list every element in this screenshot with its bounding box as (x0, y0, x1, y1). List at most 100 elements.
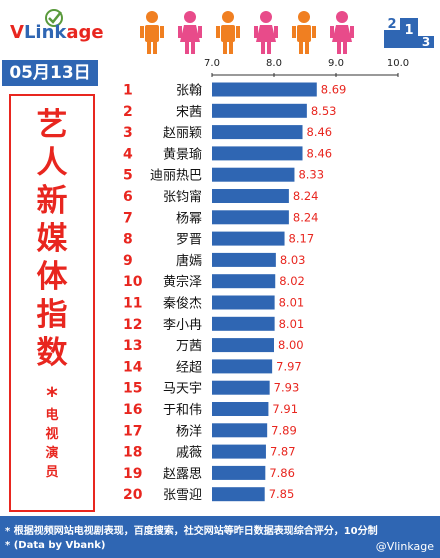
bar (212, 167, 295, 182)
logo-check-icon (45, 9, 63, 27)
bar (212, 359, 273, 374)
rank-label: 2 (123, 104, 133, 120)
category-label: 秦俊杰 (163, 297, 202, 312)
side-title-char: 数 (36, 335, 68, 371)
rank-label: 9 (123, 253, 133, 269)
rank-label: 5 (123, 168, 133, 184)
rank-label: 15 (123, 381, 142, 397)
value-label: 8.01 (279, 296, 305, 310)
category-label: 赵露思 (163, 467, 202, 482)
rank-label: 4 (123, 146, 133, 162)
bar (212, 274, 276, 289)
category-label: 马天宇 (163, 382, 202, 397)
rank-label: 12 (123, 317, 142, 333)
bar (212, 210, 289, 225)
vlinkage-logo (10, 8, 100, 48)
rank-label: 19 (123, 466, 142, 482)
value-label: 8.00 (278, 338, 304, 352)
category-label: 黄景瑜 (163, 147, 202, 162)
bar (212, 316, 275, 331)
category-label: 唐嫣 (176, 253, 202, 269)
category-label: 迪丽热巴 (150, 169, 202, 184)
category-label: 戚薇 (176, 446, 202, 461)
bar (212, 125, 303, 140)
rank-label: 18 (123, 445, 142, 461)
value-label: 7.89 (271, 423, 297, 437)
watermark: @Vlinkage (375, 540, 434, 553)
side-subtitle-char: 视 (45, 427, 59, 442)
category-label: 张雪迎 (163, 488, 202, 503)
person-icon (292, 11, 316, 54)
value-label: 7.87 (270, 445, 296, 459)
side-title-char: 指 (36, 297, 68, 333)
category-label: 于和伟 (163, 403, 202, 418)
value-label: 8.46 (307, 125, 333, 139)
bar (212, 103, 307, 118)
rank-label: 11 (123, 296, 142, 312)
bar-chart: 7.0 8.0 9.0 10.0 1 张翰 8.69 2 宋茜 8.53 3 赵丽颖 8.46 4 黄景瑜 8… (123, 58, 409, 503)
side-title-box: 艺人新媒体指数 * 电视演员 (9, 94, 95, 512)
rank-label: 17 (123, 423, 142, 439)
category-label: 李小冉 (163, 318, 202, 333)
value-label: 8.17 (289, 232, 315, 246)
rank-label: 7 (123, 210, 133, 226)
rank-label: 8 (123, 232, 133, 248)
side-star: * (46, 384, 58, 409)
person-icon (140, 11, 164, 54)
value-label: 8.46 (307, 146, 333, 160)
category-label: 黄宗泽 (163, 274, 202, 290)
category-label: 张钧甯 (163, 189, 202, 205)
bar (212, 146, 303, 161)
value-label: 8.53 (311, 104, 337, 118)
value-label: 7.93 (274, 381, 300, 395)
bar (212, 231, 285, 246)
side-title: 艺人新媒体指数 (11, 106, 93, 372)
value-label: 8.24 (293, 210, 319, 224)
people-icons (140, 11, 354, 54)
x-tick-label: 7.0 (204, 58, 220, 69)
value-label: 7.85 (269, 487, 295, 501)
value-label: 8.69 (321, 83, 347, 97)
rank-label: 1 (123, 83, 133, 99)
side-title-char: 媒 (36, 221, 68, 257)
value-label: 8.33 (298, 168, 324, 182)
category-label: 宋茜 (176, 105, 202, 120)
value-label: 8.02 (279, 274, 305, 288)
value-label: 7.86 (269, 466, 295, 480)
rank-label: 10 (123, 274, 143, 290)
podium-label-2: 2 (387, 17, 396, 32)
person-icon (330, 11, 354, 54)
value-label: 7.91 (272, 402, 298, 416)
person-icon (178, 11, 202, 54)
bar (212, 402, 269, 416)
value-label: 7.97 (276, 359, 302, 373)
podium-label-1: 1 (404, 23, 413, 38)
bar (212, 444, 266, 459)
bar (212, 487, 265, 502)
side-subtitle-char: 电 (45, 408, 59, 423)
person-icon (254, 11, 278, 54)
footer: * 根据视频网站电视剧表现，百度搜索，社交网站等昨日数据表现综合评分，10分制 … (0, 516, 440, 558)
side-subtitle-char: 演 (45, 446, 59, 461)
category-label: 杨洋 (176, 424, 202, 439)
podium-icon: 2 1 3 (384, 17, 434, 48)
rank-label: 14 (123, 359, 143, 375)
bar (212, 295, 275, 310)
bar (212, 423, 268, 438)
podium-label-3: 3 (422, 35, 430, 48)
rank-label: 3 (123, 125, 133, 141)
x-tick-label: 10.0 (387, 58, 409, 69)
bar (212, 380, 270, 395)
category-label: 万茜 (176, 339, 202, 354)
side-subtitle-char: 员 (45, 465, 59, 480)
rank-label: 20 (123, 487, 143, 503)
category-label: 杨幂 (176, 211, 202, 226)
side-subtitle: 电视演员 (11, 406, 93, 482)
bar (212, 252, 276, 267)
footer-note: * 根据视频网站电视剧表现，百度搜索，社交网站等昨日数据表现综合评分，10分制 (5, 526, 378, 537)
bar (212, 338, 274, 353)
side-title-char: 新 (36, 183, 68, 219)
bar (212, 189, 289, 203)
side-title-char: 艺 (36, 107, 68, 143)
value-label: 8.24 (293, 189, 319, 203)
